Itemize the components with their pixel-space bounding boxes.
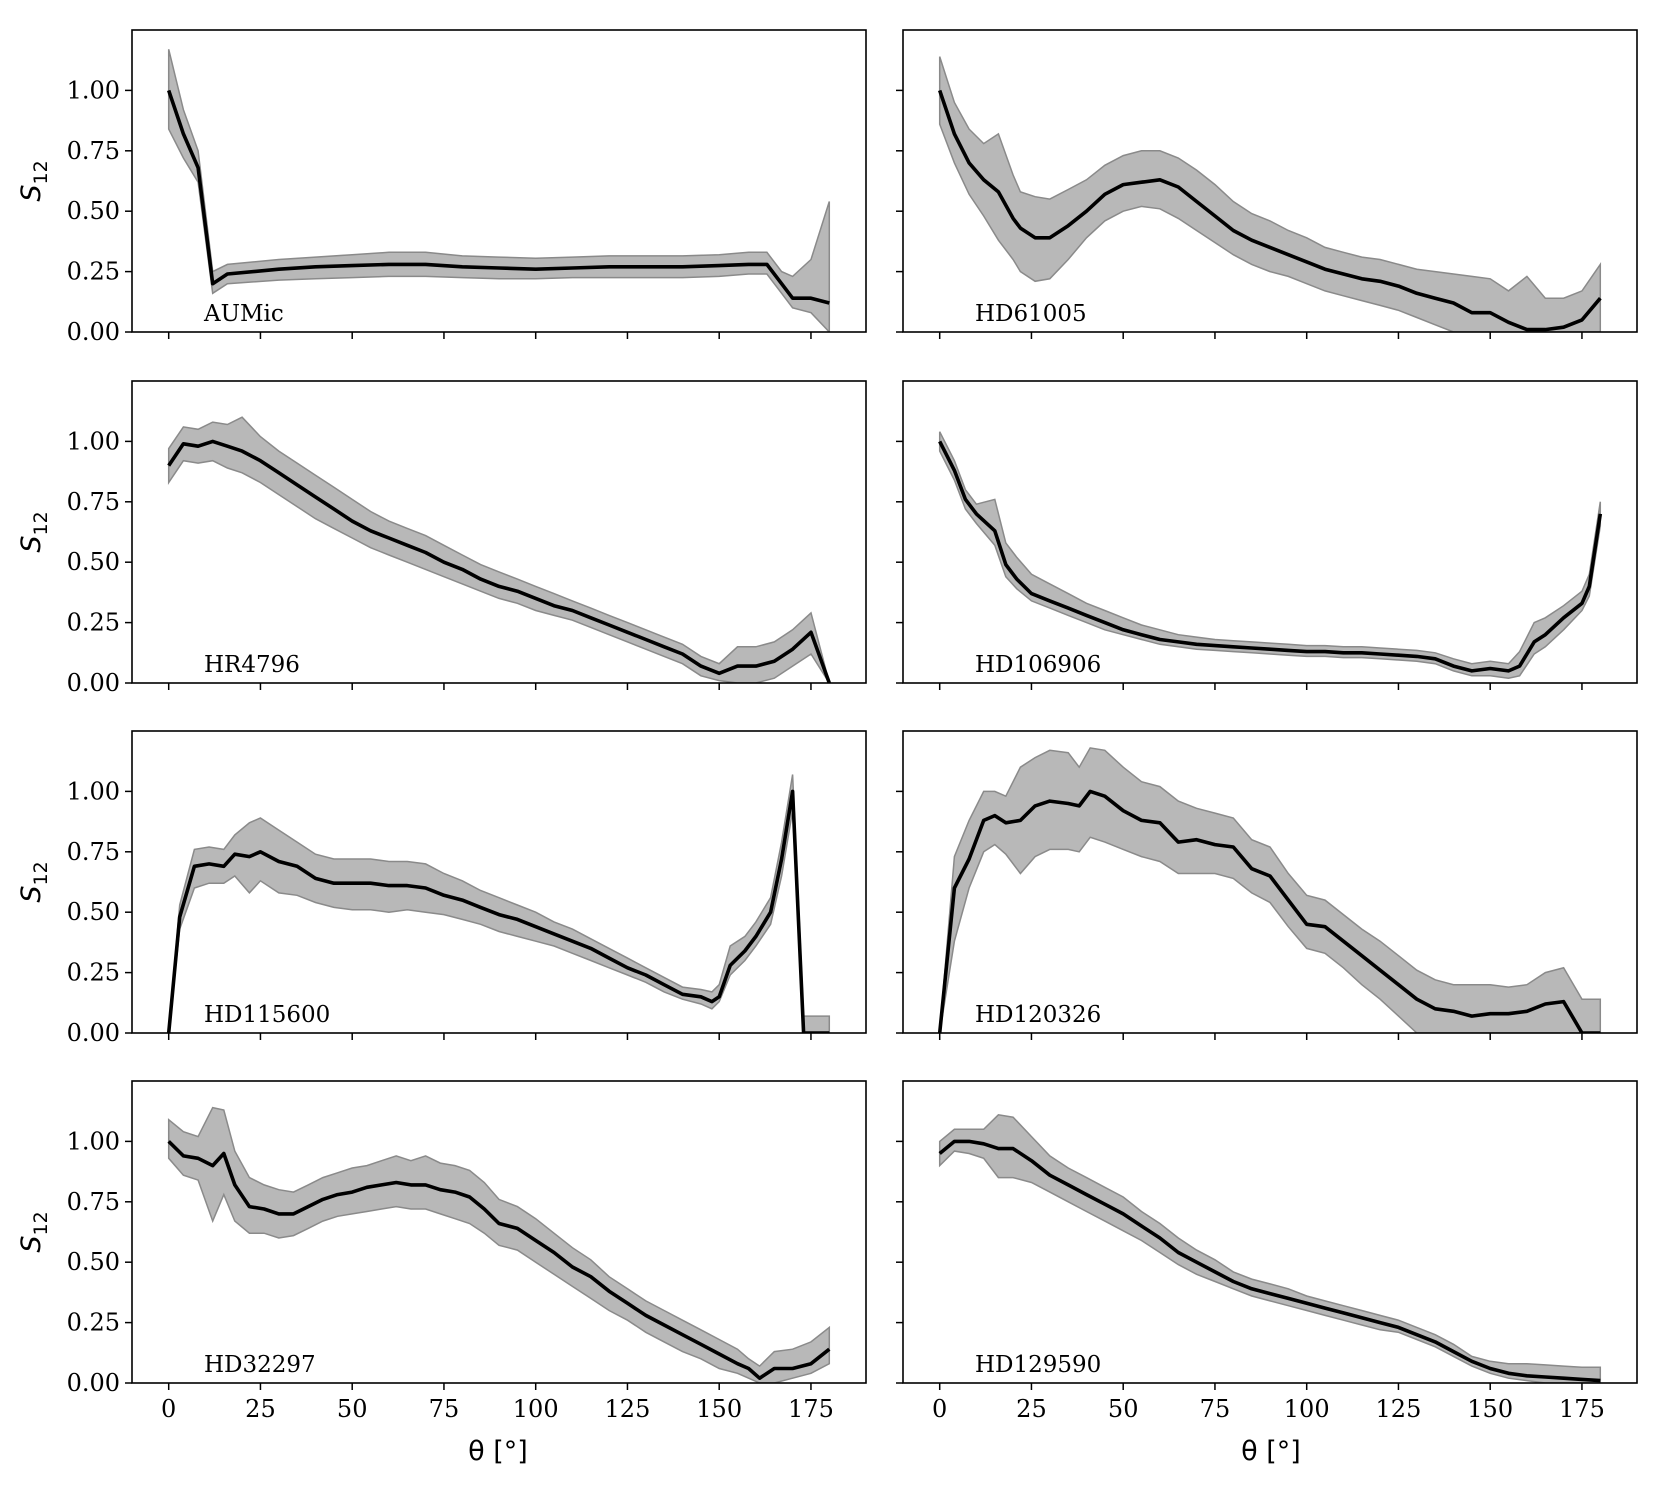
x-tick-label: 50 bbox=[337, 1395, 368, 1423]
panel-label: HD129590 bbox=[975, 1352, 1101, 1378]
panel-frame bbox=[902, 1080, 1638, 1384]
panel-HR4796: 0.00 0.25 0.50 0.75 1.00 HR4796 S12 bbox=[16, 380, 867, 697]
y-tick-label: 0.00 bbox=[67, 669, 120, 697]
y-axis-label: S12 bbox=[16, 861, 52, 902]
y-axis-label-main: S bbox=[16, 1236, 47, 1253]
panel-HD129590: 0 25 50 75 100 125 150 175 HD129590 bbox=[896, 1080, 1638, 1423]
uncertainty-band bbox=[167, 1106, 831, 1383]
panel-label: HD115600 bbox=[204, 1002, 330, 1028]
panel-label: HR4796 bbox=[204, 652, 300, 678]
x-tick-label: 125 bbox=[605, 1395, 651, 1423]
y-axis-label-main: S bbox=[16, 536, 47, 553]
y-axis-label: S12 bbox=[16, 160, 52, 201]
series-line bbox=[167, 1140, 831, 1380]
panel-label: HD61005 bbox=[975, 301, 1087, 327]
series-line bbox=[167, 439, 831, 683]
series-line bbox=[937, 789, 1601, 1033]
series-line bbox=[166, 89, 830, 305]
panel-frame bbox=[902, 380, 1638, 684]
y-tick-label: 1.00 bbox=[67, 427, 120, 455]
panel-AUMic: 0.00 0.25 0.50 0.75 1.00 AUMic S12 bbox=[16, 29, 867, 346]
y-axis-label: S12 bbox=[16, 1211, 52, 1252]
x-tick-label: 25 bbox=[1016, 1395, 1047, 1423]
x-tick-label: 0 bbox=[161, 1395, 176, 1423]
panel-HD32297: 0.00 0.25 0.50 0.75 1.00 0 25 50 75 100 125 150 175 H… bbox=[16, 1080, 867, 1423]
x-tick-label: 50 bbox=[1108, 1395, 1139, 1423]
y-tick-label: 0.75 bbox=[67, 838, 120, 866]
x-axis-label-right: θ [°] bbox=[1241, 1436, 1301, 1467]
uncertainty-band bbox=[938, 747, 1602, 1033]
y-tick-label: 0.75 bbox=[67, 1188, 120, 1216]
x-axis-label-left: θ [°] bbox=[468, 1436, 528, 1467]
panel-frame bbox=[902, 730, 1638, 1034]
y-tick-label: 0.75 bbox=[67, 137, 120, 165]
y-axis-label-sub: 12 bbox=[30, 1211, 52, 1235]
y-tick-label: 0.00 bbox=[67, 318, 120, 346]
y-axis-label-main: S bbox=[16, 185, 47, 202]
x-tick-label: 150 bbox=[696, 1395, 742, 1423]
y-tick-label: 0.25 bbox=[67, 959, 120, 987]
uncertainty-band bbox=[167, 49, 831, 332]
y-tick-label: 0.50 bbox=[67, 1248, 120, 1276]
y-tick-label: 0.50 bbox=[67, 548, 120, 576]
panel-HD115600: 0.00 0.25 0.50 0.75 1.00 HD115600 S12 bbox=[16, 730, 867, 1047]
panel-HD120326: HD120326 bbox=[896, 730, 1638, 1040]
uncertainty-band bbox=[167, 774, 831, 1033]
y-axis-label: S12 bbox=[16, 511, 52, 552]
uncertainty-band bbox=[938, 1113, 1602, 1383]
panel-frame bbox=[131, 730, 867, 1034]
x-tick-label: 100 bbox=[513, 1395, 559, 1423]
y-tick-label: 1.00 bbox=[67, 76, 120, 104]
y-axis-label-main: S bbox=[16, 886, 47, 903]
x-tick-label: 175 bbox=[1559, 1395, 1605, 1423]
uncertainty-band bbox=[938, 431, 1602, 679]
y-tick-label: 0.50 bbox=[67, 898, 120, 926]
x-tick-label: 25 bbox=[245, 1395, 276, 1423]
x-tick-label: 75 bbox=[429, 1395, 460, 1423]
x-tick-label: 125 bbox=[1376, 1395, 1422, 1423]
series-line bbox=[166, 789, 830, 1033]
y-axis-label-sub: 12 bbox=[30, 511, 52, 535]
panel-frame bbox=[131, 29, 867, 333]
x-tick-label: 175 bbox=[788, 1395, 834, 1423]
x-tick-label: 150 bbox=[1467, 1395, 1513, 1423]
y-axis-label-sub: 12 bbox=[30, 160, 52, 184]
y-tick-label: 0.75 bbox=[67, 488, 120, 516]
panel-frame bbox=[131, 1080, 867, 1384]
y-tick-label: 0.25 bbox=[67, 258, 120, 286]
panel-HD106906: HD106906 bbox=[896, 380, 1638, 690]
series-line bbox=[938, 440, 1603, 673]
y-axis-label-sub: 12 bbox=[30, 861, 52, 885]
series-line bbox=[938, 1139, 1601, 1383]
panel-frame bbox=[902, 29, 1638, 333]
y-tick-label: 1.00 bbox=[67, 1127, 120, 1155]
x-tick-label: 0 bbox=[932, 1395, 947, 1423]
panel-label: HD32297 bbox=[204, 1352, 316, 1378]
panel-label: HD106906 bbox=[975, 652, 1101, 678]
y-tick-label: 0.25 bbox=[67, 1309, 120, 1337]
y-tick-label: 0.50 bbox=[67, 197, 120, 225]
panel-HD61005: HD61005 bbox=[896, 29, 1638, 339]
y-tick-label: 0.25 bbox=[67, 609, 120, 637]
series-line bbox=[937, 89, 1602, 332]
y-tick-label: 0.00 bbox=[67, 1369, 120, 1397]
panel-frame bbox=[131, 380, 867, 684]
uncertainty-band bbox=[938, 56, 1602, 332]
x-tick-label: 100 bbox=[1284, 1395, 1330, 1423]
y-tick-label: 1.00 bbox=[67, 777, 120, 805]
panel-label: HD120326 bbox=[975, 1002, 1101, 1028]
y-tick-label: 0.00 bbox=[67, 1019, 120, 1047]
panel-label: AUMic bbox=[203, 301, 284, 327]
x-tick-label: 75 bbox=[1200, 1395, 1231, 1423]
uncertainty-band bbox=[167, 416, 831, 683]
